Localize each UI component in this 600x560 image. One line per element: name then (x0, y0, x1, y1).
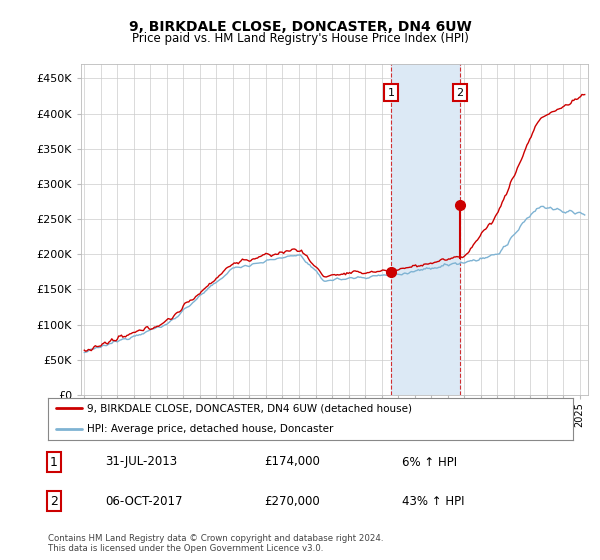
Bar (391, 64, 460, 395)
Text: 9, BIRKDALE CLOSE, DONCASTER, DN4 6UW (detached house): 9, BIRKDALE CLOSE, DONCASTER, DN4 6UW (d… (88, 403, 412, 413)
Text: Price paid vs. HM Land Registry's House Price Index (HPI): Price paid vs. HM Land Registry's House … (131, 32, 469, 45)
Text: HPI: Average price, detached house, Doncaster: HPI: Average price, detached house, Donc… (88, 424, 334, 434)
Text: 06-OCT-2017: 06-OCT-2017 (105, 494, 182, 508)
Text: Contains HM Land Registry data © Crown copyright and database right 2024.
This d: Contains HM Land Registry data © Crown c… (48, 534, 383, 553)
Text: 2: 2 (457, 87, 464, 97)
Text: £174,000: £174,000 (264, 455, 320, 469)
Text: 31-JUL-2013: 31-JUL-2013 (105, 455, 177, 469)
Text: 1: 1 (388, 87, 394, 97)
Text: 9, BIRKDALE CLOSE, DONCASTER, DN4 6UW: 9, BIRKDALE CLOSE, DONCASTER, DN4 6UW (128, 20, 472, 34)
Text: 1: 1 (50, 455, 58, 469)
Text: 43% ↑ HPI: 43% ↑ HPI (402, 494, 464, 508)
Text: 2: 2 (50, 494, 58, 508)
Text: £270,000: £270,000 (264, 494, 320, 508)
Text: 6% ↑ HPI: 6% ↑ HPI (402, 455, 457, 469)
